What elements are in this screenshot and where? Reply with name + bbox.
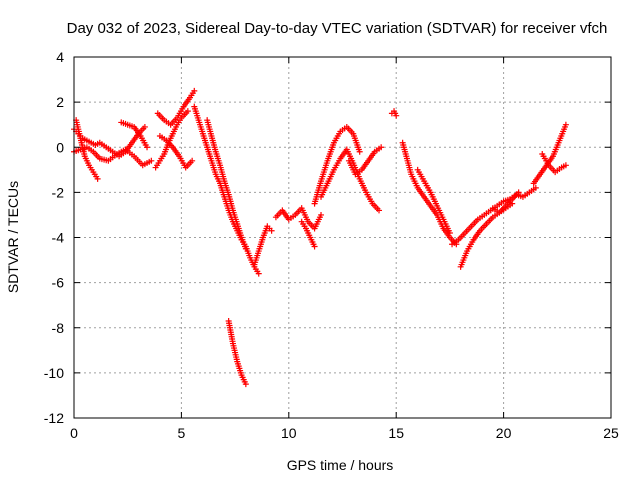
y-tick-label: 2 — [56, 94, 64, 110]
data-point-sat-s — [446, 229, 453, 236]
y-axis-label: SDTVAR / TECUs — [5, 181, 21, 293]
data-point-sat-j — [242, 381, 249, 388]
data-point-sat-k — [268, 227, 275, 234]
data-point-sat-x — [515, 189, 522, 196]
x-tick-label: 0 — [70, 425, 78, 441]
data-point-sat-d — [144, 144, 151, 151]
y-tick-label: 4 — [56, 49, 64, 65]
data-point-sat-l — [318, 211, 325, 218]
data-point-sat-h — [255, 270, 262, 277]
grid-lines — [74, 57, 611, 418]
x-tick-label: 25 — [603, 425, 619, 441]
data-point-sat-o — [376, 207, 383, 214]
y-tick-label: 0 — [56, 139, 64, 155]
data-point-sat-q — [393, 112, 400, 119]
y-tick-label: -10 — [44, 365, 64, 381]
x-tick-label: 20 — [496, 425, 512, 441]
data-point-sat-t — [532, 184, 539, 191]
data-point-sat-n — [356, 148, 363, 155]
data-point-sat-c — [148, 157, 155, 164]
x-tick-label: 15 — [388, 425, 404, 441]
data-point-sat-f — [184, 108, 191, 115]
y-tick-label: -4 — [52, 230, 65, 246]
chart-title: Day 032 of 2023, Sidereal Day-to-day VTE… — [67, 20, 608, 37]
x-tick-label: 5 — [178, 425, 186, 441]
x-tick-label: 10 — [281, 425, 297, 441]
y-tick-label: -2 — [52, 184, 65, 200]
data-point-sat-i — [242, 245, 249, 252]
data-point-sat-m — [311, 243, 318, 250]
data-point-sat-g — [189, 157, 196, 164]
data-point-sat-p — [378, 144, 385, 151]
y-tick-label: -6 — [52, 275, 65, 291]
y-tick-label: -8 — [52, 320, 65, 336]
data-point-sat-v — [562, 121, 569, 128]
y-tick-label: -12 — [44, 410, 64, 426]
x-axis-label: GPS time / hours — [287, 457, 394, 473]
data-point-sat-b — [94, 175, 101, 182]
axis-ticks: 0 5 10 15 20 25 -12 -10 -8 -6 -4 -2 0 2 4 — [44, 49, 619, 441]
data-point-sat-a — [141, 123, 148, 130]
data-point-sat-w — [562, 162, 569, 169]
data-point-sat-e — [191, 87, 198, 94]
